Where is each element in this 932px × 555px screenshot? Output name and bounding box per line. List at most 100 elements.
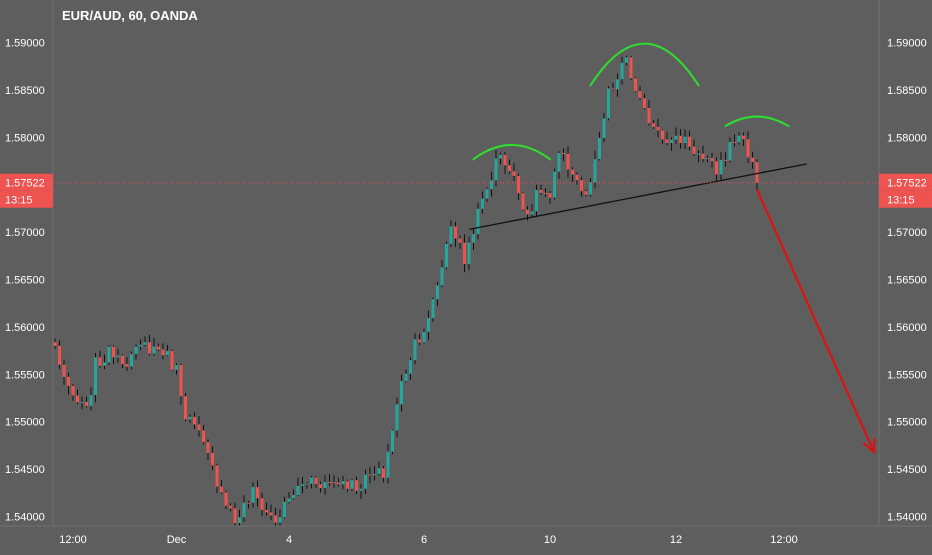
candle — [463, 234, 466, 273]
price-tick-label: 1.58500 — [5, 85, 45, 97]
candle — [692, 139, 696, 157]
candle — [157, 343, 160, 352]
candle — [373, 465, 376, 481]
price-tick-label: 1.55500 — [887, 369, 927, 381]
candle — [166, 344, 169, 357]
candle — [728, 137, 732, 163]
candle — [629, 55, 633, 81]
candle — [440, 259, 444, 288]
candle — [598, 131, 601, 161]
candle — [143, 336, 147, 347]
candle — [341, 475, 345, 490]
left-shoulder-arc[interactable] — [472, 144, 551, 161]
candle — [634, 77, 637, 93]
candle — [548, 191, 552, 204]
candle — [364, 469, 367, 495]
candle — [215, 463, 219, 494]
candle — [593, 150, 597, 189]
candle — [323, 475, 327, 495]
annotations-group[interactable] — [53, 42, 879, 455]
candle — [602, 112, 606, 143]
time-tick-label: 10 — [544, 534, 556, 546]
time-tick-label: 12:00 — [770, 534, 798, 546]
candle — [395, 397, 399, 438]
candle — [170, 349, 174, 371]
candle — [80, 396, 84, 410]
candle — [719, 152, 723, 180]
candle — [400, 374, 403, 412]
candle — [544, 188, 547, 197]
candle — [350, 479, 354, 492]
projection-arrow[interactable] — [755, 189, 876, 453]
candles-group[interactable] — [53, 55, 759, 531]
right-shoulder-arc[interactable] — [724, 115, 790, 128]
candle — [377, 461, 381, 476]
candle — [121, 354, 124, 369]
candle — [661, 129, 664, 144]
left-last-price-badge: 1.57522 13:15 — [0, 173, 53, 208]
candle — [238, 509, 241, 529]
candle — [418, 333, 421, 346]
price-tick-label: 1.59000 — [5, 38, 45, 50]
candle — [584, 189, 588, 197]
time-tick-label: 12 — [670, 534, 682, 546]
candle — [508, 159, 511, 174]
candle — [139, 339, 142, 350]
time-axis[interactable]: 12:00 Dec 4 6 10 12 12:00 — [59, 534, 798, 546]
candle — [409, 357, 412, 380]
candle — [445, 241, 448, 270]
candle — [98, 350, 102, 368]
right-last-price-badge: 1.57522 13:15 — [879, 173, 932, 208]
left-axis-panel[interactable] — [0, 0, 53, 526]
candle — [382, 466, 385, 483]
symbol-title: EUR/AUD, 60, OANDA — [62, 8, 198, 23]
candle — [404, 369, 408, 383]
candle — [481, 191, 484, 214]
candle — [242, 495, 246, 522]
candle — [530, 204, 534, 217]
candle — [557, 151, 561, 179]
svg-text:13:15: 13:15 — [5, 195, 33, 207]
candle — [71, 384, 75, 401]
right-axis-panel[interactable] — [879, 0, 932, 526]
candle — [683, 129, 687, 150]
candle — [314, 476, 318, 488]
price-tick-label: 1.56500 — [5, 275, 45, 287]
candle — [287, 492, 291, 504]
candle — [53, 338, 57, 349]
candle — [436, 281, 439, 307]
candle — [62, 359, 66, 385]
candle — [521, 191, 525, 212]
time-tick-label: 12:00 — [59, 534, 87, 546]
candle — [134, 344, 138, 360]
candle — [148, 334, 151, 356]
candle — [206, 439, 210, 460]
candle — [539, 184, 543, 196]
candle — [337, 477, 340, 487]
time-axis-panel[interactable] — [0, 526, 932, 550]
candle — [517, 173, 520, 200]
candle — [553, 168, 556, 200]
candle — [386, 443, 390, 484]
price-tick-label: 1.57000 — [5, 227, 45, 239]
price-tick-label: 1.55500 — [5, 369, 45, 381]
candle — [638, 85, 642, 100]
candle — [184, 392, 187, 422]
candle — [562, 148, 565, 162]
candle — [472, 228, 475, 250]
candle — [67, 372, 70, 395]
candle — [175, 363, 178, 375]
neckline-trendline[interactable] — [468, 163, 807, 230]
head-arc[interactable] — [589, 42, 700, 87]
candle — [607, 86, 610, 121]
candle — [746, 131, 750, 163]
price-tick-label: 1.59000 — [887, 38, 927, 50]
candle — [256, 480, 259, 507]
candle — [193, 412, 196, 430]
candle — [431, 297, 435, 322]
time-tick-label: 4 — [286, 534, 292, 546]
candle — [476, 202, 480, 240]
